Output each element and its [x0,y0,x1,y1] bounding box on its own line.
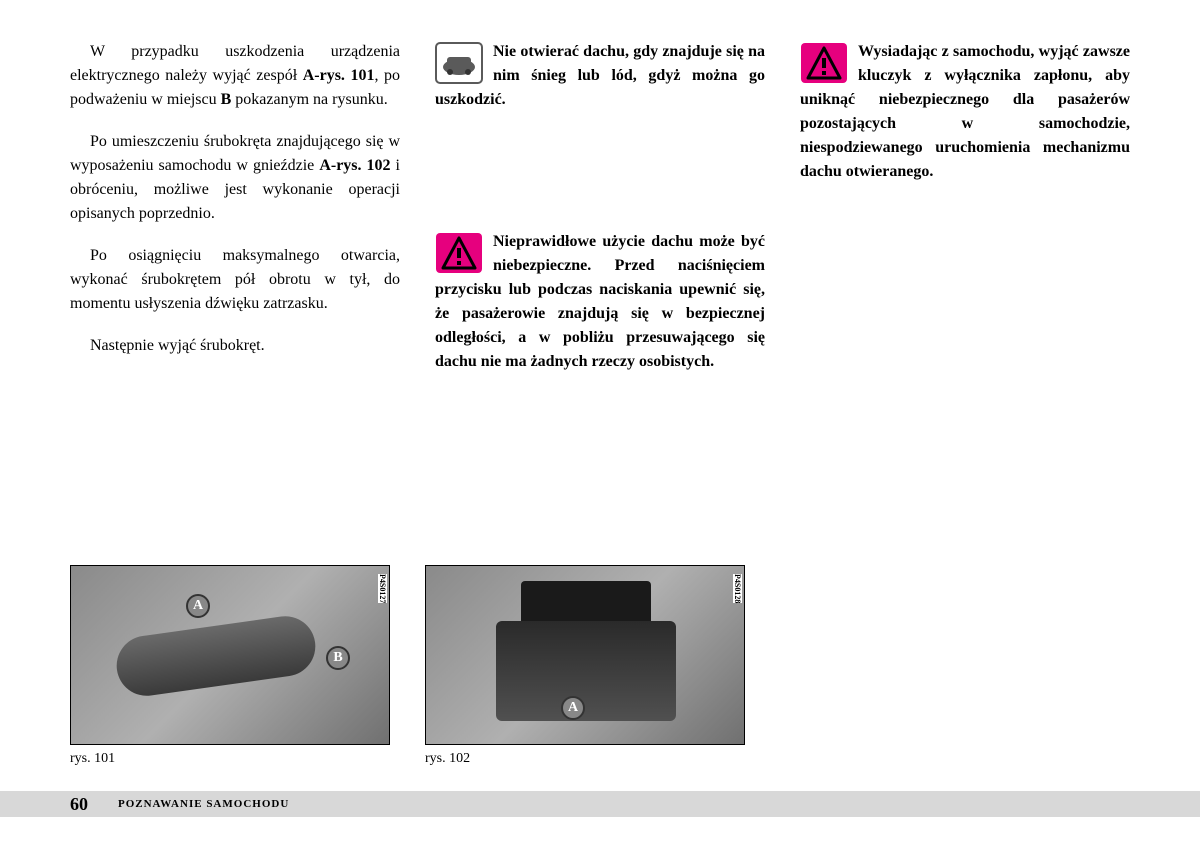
figure-code: P4S0127 [378,574,387,603]
handle-shape [113,612,319,699]
car-warning-icon [435,42,483,84]
column-1: W przypadku uszkodzenia urządzenia elekt… [70,40,400,392]
warning-text: Nie otwierać dachu, gdy znajduje się na … [435,40,765,112]
footer-section: POZNAWANIE SAMOCHODU [118,798,289,810]
column-2: Nie otwierać dachu, gdy znajduje się na … [435,40,765,392]
figure-image-101: A B P4S0127 [70,565,390,745]
figure-caption: rys. 101 [70,751,390,767]
text: pokazanym na rysunku. [231,91,387,108]
figure-caption: rys. 102 [425,751,745,767]
marker-b: B [326,646,350,670]
ref-bold: B [221,91,232,108]
interior-shape [496,621,676,721]
figure-101: A B P4S0127 rys. 101 [70,565,390,767]
figure-code: P4S0128 [733,574,742,603]
paragraph-3: Po osiągnięciu maksymalnego otwarcia, wy… [70,244,400,316]
paragraph-1: W przypadku uszkodzenia urządzenia elekt… [70,40,400,112]
warning-text: Wysiadając z samochodu, wyjąć zawsze klu… [800,40,1130,184]
warning-box-safety: Nieprawidłowe użycie dachu może być nieb… [435,230,765,374]
triangle-warning-icon [435,232,483,274]
spacer [435,130,765,230]
figure-102: A P4S0128 rys. 102 [425,565,745,767]
marker-a: A [186,594,210,618]
figures-row: A B P4S0127 rys. 101 A P4S0128 rys. 102 [70,565,745,767]
ref-bold: A-rys. 102 [319,157,390,174]
warning-box-snow: Nie otwierać dachu, gdy znajduje się na … [435,40,765,112]
paragraph-4: Następnie wyjąć śrubokręt. [70,334,400,358]
figure-image-102: A P4S0128 [425,565,745,745]
footer-bar: 60 POZNAWANIE SAMOCHODU [0,791,1200,817]
page-content: W przypadku uszkodzenia urządzenia elekt… [0,0,1200,392]
warning-box-key: Wysiadając z samochodu, wyjąć zawsze klu… [800,40,1130,184]
marker-a: A [561,696,585,720]
ref-bold: A-rys. 101 [303,67,375,84]
paragraph-2: Po umieszczeniu śrubokręta znajdującego … [70,130,400,226]
warning-text: Nieprawidłowe użycie dachu może być nieb… [435,230,765,374]
opening-shape [521,581,651,626]
column-3: Wysiadając z samochodu, wyjąć zawsze klu… [800,40,1130,392]
page-number: 60 [70,794,88,815]
triangle-warning-icon [800,42,848,84]
